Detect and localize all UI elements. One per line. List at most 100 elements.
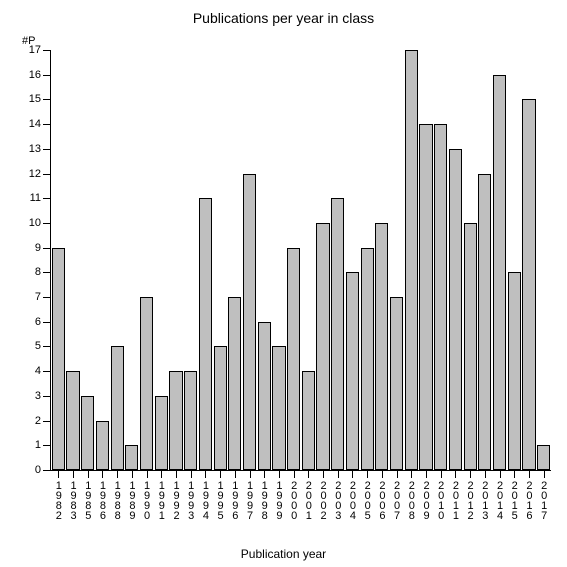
x-tick	[235, 470, 236, 478]
bar	[405, 50, 418, 470]
x-tick	[191, 470, 192, 478]
x-tick-label: 1986	[97, 480, 108, 520]
y-tick	[43, 124, 51, 125]
x-tick-label: 2004	[347, 480, 358, 520]
bar	[346, 272, 359, 470]
x-tick	[338, 470, 339, 478]
bar	[81, 396, 94, 470]
x-tick-label: 2007	[391, 480, 402, 520]
x-tick-label: 1993	[185, 480, 196, 520]
y-tick-label: 11	[30, 192, 41, 204]
x-tick-label: 2015	[509, 480, 520, 520]
x-tick-label: 1998	[259, 480, 270, 520]
x-tick	[455, 470, 456, 478]
chart-container: Publications per year in class #P 012345…	[0, 0, 567, 567]
x-tick-label: 1988	[112, 480, 123, 520]
x-tick	[147, 470, 148, 478]
y-tick	[43, 421, 51, 422]
x-tick	[397, 470, 398, 478]
x-tick-label: 2006	[376, 480, 387, 520]
plot-area: 0123456789101112131415161719821983198519…	[50, 50, 551, 471]
y-tick-label: 2	[35, 415, 41, 427]
bar	[66, 371, 79, 470]
x-tick	[294, 470, 295, 478]
y-tick-label: 7	[35, 291, 41, 303]
y-tick-label: 5	[35, 340, 41, 352]
x-tick	[323, 470, 324, 478]
bar	[449, 149, 462, 470]
bar	[331, 198, 344, 470]
x-tick-label: 2014	[494, 480, 505, 520]
bar	[184, 371, 197, 470]
x-tick	[470, 470, 471, 478]
y-tick-label: 15	[29, 93, 41, 105]
bar	[258, 322, 271, 470]
x-tick	[367, 470, 368, 478]
x-tick	[58, 470, 59, 478]
y-tick-label: 12	[29, 168, 41, 180]
y-tick	[43, 272, 51, 273]
x-tick-label: 1992	[171, 480, 182, 520]
x-tick-label: 1989	[126, 480, 137, 520]
bar	[140, 297, 153, 470]
x-tick-label: 2011	[450, 480, 461, 520]
y-tick	[43, 371, 51, 372]
x-tick	[308, 470, 309, 478]
x-tick	[485, 470, 486, 478]
x-tick	[411, 470, 412, 478]
y-tick-label: 8	[35, 266, 41, 278]
y-tick-label: 14	[29, 118, 41, 130]
bar	[537, 445, 550, 470]
x-tick	[132, 470, 133, 478]
y-tick-label: 6	[35, 316, 41, 328]
x-tick	[426, 470, 427, 478]
y-tick	[43, 322, 51, 323]
x-tick-label: 2013	[479, 480, 490, 520]
bar	[155, 396, 168, 470]
bar	[125, 445, 138, 470]
x-tick	[441, 470, 442, 478]
y-tick-label: 1	[35, 439, 41, 451]
y-tick	[43, 198, 51, 199]
x-tick-label: 1994	[200, 480, 211, 520]
x-tick	[102, 470, 103, 478]
bar	[419, 124, 432, 470]
bar	[228, 297, 241, 470]
x-tick	[176, 470, 177, 478]
y-tick	[43, 470, 51, 471]
x-tick	[279, 470, 280, 478]
x-tick-label: 1990	[141, 480, 152, 520]
y-tick	[43, 99, 51, 100]
bar	[493, 75, 506, 470]
x-tick	[382, 470, 383, 478]
bar	[96, 421, 109, 470]
x-tick	[544, 470, 545, 478]
x-tick-label: 2002	[318, 480, 329, 520]
bar	[272, 346, 285, 470]
x-tick	[250, 470, 251, 478]
y-tick-label: 0	[35, 464, 41, 476]
x-tick-label: 2003	[332, 480, 343, 520]
x-tick	[264, 470, 265, 478]
bar	[522, 99, 535, 470]
y-tick	[43, 75, 51, 76]
bar	[111, 346, 124, 470]
x-tick	[205, 470, 206, 478]
y-tick-label: 17	[29, 44, 41, 56]
y-tick	[43, 50, 51, 51]
bar	[302, 371, 315, 470]
x-tick-label: 2008	[406, 480, 417, 520]
bar	[199, 198, 212, 470]
x-tick-label: 2010	[435, 480, 446, 520]
x-tick-label: 2000	[288, 480, 299, 520]
y-tick-label: 10	[29, 217, 41, 229]
bar	[478, 174, 491, 470]
y-tick	[43, 223, 51, 224]
chart-title: Publications per year in class	[0, 10, 567, 26]
bar	[508, 272, 521, 470]
x-tick	[117, 470, 118, 478]
x-tick	[220, 470, 221, 478]
y-tick-label: 13	[29, 143, 41, 155]
x-tick	[500, 470, 501, 478]
x-tick-label: 2001	[303, 480, 314, 520]
